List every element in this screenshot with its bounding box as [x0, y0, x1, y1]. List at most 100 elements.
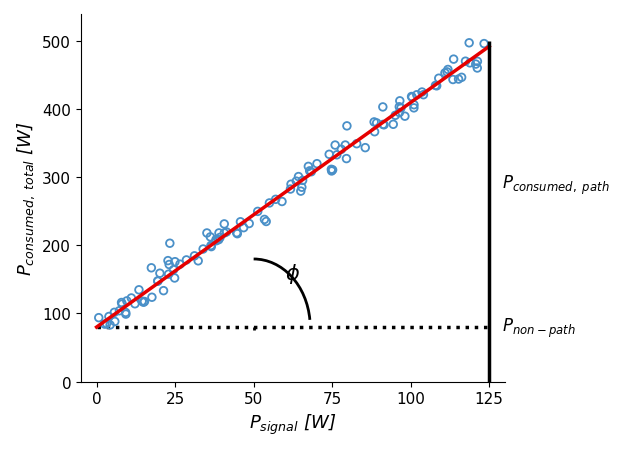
- Point: [261, 218, 271, 226]
- Point: [472, 65, 482, 73]
- Point: [412, 92, 422, 99]
- Point: [457, 74, 467, 82]
- Point: [312, 161, 322, 168]
- Point: [215, 234, 225, 241]
- Point: [326, 168, 336, 175]
- Point: [332, 152, 342, 159]
- Point: [434, 75, 444, 83]
- Point: [232, 230, 241, 237]
- Point: [407, 94, 417, 101]
- Point: [479, 41, 489, 48]
- Point: [470, 61, 480, 69]
- Point: [293, 174, 303, 181]
- Point: [168, 267, 178, 274]
- Point: [291, 178, 301, 185]
- Point: [102, 320, 112, 327]
- Point: [205, 234, 215, 241]
- Point: [153, 278, 163, 285]
- Point: [298, 177, 308, 184]
- Point: [120, 309, 130, 316]
- Point: [170, 275, 180, 282]
- Point: [472, 59, 482, 66]
- Text: $P_{consumed,\ path}$: $P_{consumed,\ path}$: [502, 173, 610, 196]
- Point: [341, 156, 351, 163]
- Point: [395, 98, 405, 105]
- Point: [153, 278, 163, 285]
- Point: [147, 294, 157, 301]
- Point: [440, 70, 450, 77]
- Point: [407, 94, 417, 101]
- Point: [170, 258, 180, 266]
- Point: [211, 238, 221, 245]
- Point: [409, 102, 419, 109]
- Point: [165, 240, 175, 247]
- X-axis label: $P_{signal}$ [W]: $P_{signal}$ [W]: [249, 412, 336, 436]
- Point: [213, 236, 223, 244]
- Point: [155, 270, 165, 277]
- Point: [140, 298, 150, 305]
- Point: [431, 83, 441, 90]
- Point: [109, 309, 119, 316]
- Point: [219, 221, 229, 228]
- Point: [394, 104, 404, 111]
- Point: [352, 141, 362, 148]
- Point: [277, 198, 287, 206]
- Point: [126, 295, 136, 302]
- Point: [417, 89, 427, 97]
- Point: [400, 113, 410, 120]
- Point: [448, 77, 458, 84]
- Point: [104, 313, 114, 320]
- Point: [379, 122, 389, 129]
- Point: [326, 166, 336, 174]
- Point: [207, 244, 217, 251]
- Point: [117, 299, 127, 306]
- Point: [409, 105, 419, 112]
- Point: [260, 216, 270, 224]
- Point: [443, 67, 453, 74]
- Point: [137, 298, 147, 305]
- Point: [271, 196, 281, 203]
- Point: [235, 219, 245, 226]
- Point: [390, 112, 400, 120]
- Point: [130, 300, 140, 308]
- Point: [394, 110, 404, 117]
- Point: [464, 40, 474, 47]
- Point: [244, 221, 254, 228]
- Point: [206, 242, 216, 249]
- Point: [134, 286, 144, 294]
- Point: [158, 287, 168, 295]
- Point: [432, 83, 442, 90]
- Y-axis label: $P_{consumed,\ total}$ [W]: $P_{consumed,\ total}$ [W]: [15, 121, 37, 276]
- Point: [286, 181, 296, 189]
- Point: [122, 298, 132, 305]
- Point: [222, 229, 232, 236]
- Point: [296, 188, 306, 195]
- Point: [232, 230, 242, 238]
- Point: [305, 168, 314, 175]
- Point: [121, 311, 131, 318]
- Point: [193, 258, 203, 265]
- Point: [419, 92, 429, 99]
- Point: [114, 308, 124, 315]
- Point: [369, 119, 379, 126]
- Point: [449, 56, 459, 64]
- Point: [265, 200, 275, 207]
- Point: [175, 261, 185, 268]
- Point: [94, 314, 104, 322]
- Point: [342, 123, 352, 130]
- Point: [163, 271, 173, 278]
- Point: [360, 145, 370, 152]
- Point: [198, 246, 208, 253]
- Point: [285, 186, 295, 193]
- Point: [369, 129, 379, 136]
- Point: [465, 60, 475, 67]
- Point: [110, 318, 120, 325]
- Point: [139, 299, 149, 306]
- Point: [324, 152, 334, 159]
- Point: [105, 322, 115, 329]
- Point: [461, 59, 470, 66]
- Point: [202, 230, 212, 237]
- Point: [372, 120, 382, 127]
- Point: [164, 261, 174, 268]
- Point: [100, 321, 110, 328]
